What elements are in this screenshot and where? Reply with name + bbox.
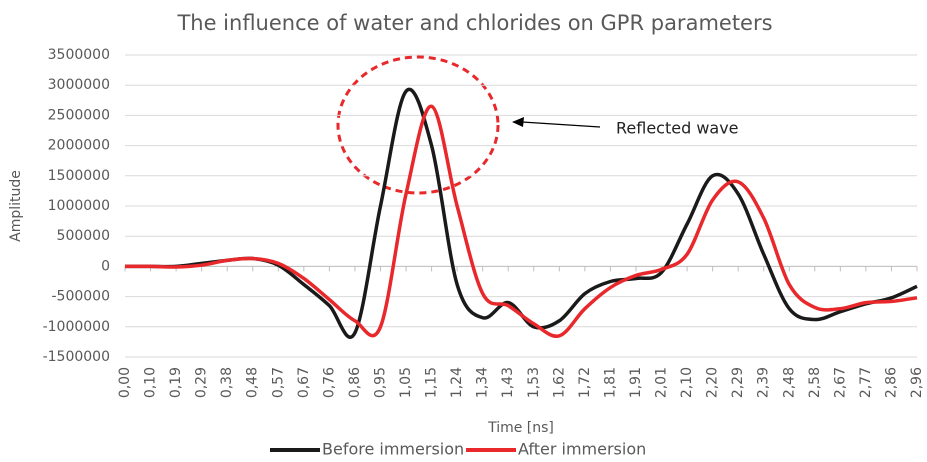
x-tick-label: 0,29 — [194, 367, 210, 398]
x-tick-label: 2,39 — [756, 367, 772, 398]
x-tick-label: 1,91 — [628, 367, 644, 398]
x-tick-label: 0,38 — [219, 367, 235, 398]
x-tick-label: 1,34 — [475, 367, 491, 398]
x-tick-label: 2,20 — [705, 367, 721, 398]
x-tick-label: 1,81 — [602, 367, 618, 398]
highlight-ellipse — [336, 55, 500, 195]
x-tick-label: 2,10 — [679, 367, 695, 398]
x-tick-label: 2,48 — [781, 367, 797, 398]
x-tick-label: 0,67 — [296, 367, 312, 398]
y-tick-label: -1500000 — [43, 349, 110, 365]
x-axis-label: Time [ns] — [487, 420, 554, 436]
y-tick-label: 3500000 — [48, 47, 110, 63]
x-tick-label: 0,57 — [270, 367, 286, 398]
x-tick-label: 2,01 — [654, 367, 670, 398]
x-tick-label: 1,15 — [424, 367, 440, 398]
x-tick-label: 1,62 — [551, 367, 567, 398]
series-line — [125, 87, 918, 339]
x-tick-label: 1,24 — [449, 367, 465, 398]
y-tick-label: 1500000 — [48, 168, 110, 184]
x-tick-label: 0,19 — [168, 367, 184, 398]
y-tick-label: 3000000 — [48, 77, 110, 93]
y-tick-label: 2500000 — [48, 107, 110, 123]
chart-title: The influence of water and chlorides on … — [176, 11, 772, 35]
legend-label: After immersion — [518, 440, 646, 459]
x-tick-label: 0,48 — [245, 367, 261, 398]
x-tick-label: 0,95 — [372, 367, 388, 398]
x-tick-label: 1,43 — [500, 367, 516, 398]
annotation: Reflected wave — [616, 119, 739, 138]
y-tick-label: 500000 — [57, 228, 110, 244]
y-tick-label: 1000000 — [48, 198, 110, 214]
x-tick-label: 0,10 — [143, 367, 159, 398]
x-tick-label: 0,00 — [117, 367, 133, 398]
x-tick-label: 2,86 — [883, 367, 899, 398]
x-tick-label: 0,86 — [347, 367, 363, 398]
x-tick-label: 1,53 — [526, 367, 542, 398]
x-tick-label: 2,29 — [730, 367, 746, 398]
x-tick-label: 1,72 — [577, 367, 593, 398]
y-tick-label: -500000 — [52, 289, 111, 305]
y-tick-label: 0 — [101, 258, 110, 274]
series-line — [124, 104, 918, 339]
x-tick-label: 2,58 — [807, 367, 823, 398]
x-tick-label: 2,96 — [909, 367, 925, 398]
x-tick-label: 1,05 — [398, 367, 414, 398]
x-tick-label: 2,77 — [858, 367, 874, 398]
arrow-head — [512, 117, 524, 127]
y-tick-label: -1000000 — [43, 319, 110, 335]
y-axis-label: Amplitude — [8, 170, 24, 242]
arrow — [521, 121, 601, 128]
x-tick-label: 2,67 — [832, 367, 848, 398]
y-tick-label: 2000000 — [48, 138, 110, 154]
legend-label: Before immersion — [322, 440, 464, 459]
x-tick-label: 0,76 — [321, 367, 337, 398]
